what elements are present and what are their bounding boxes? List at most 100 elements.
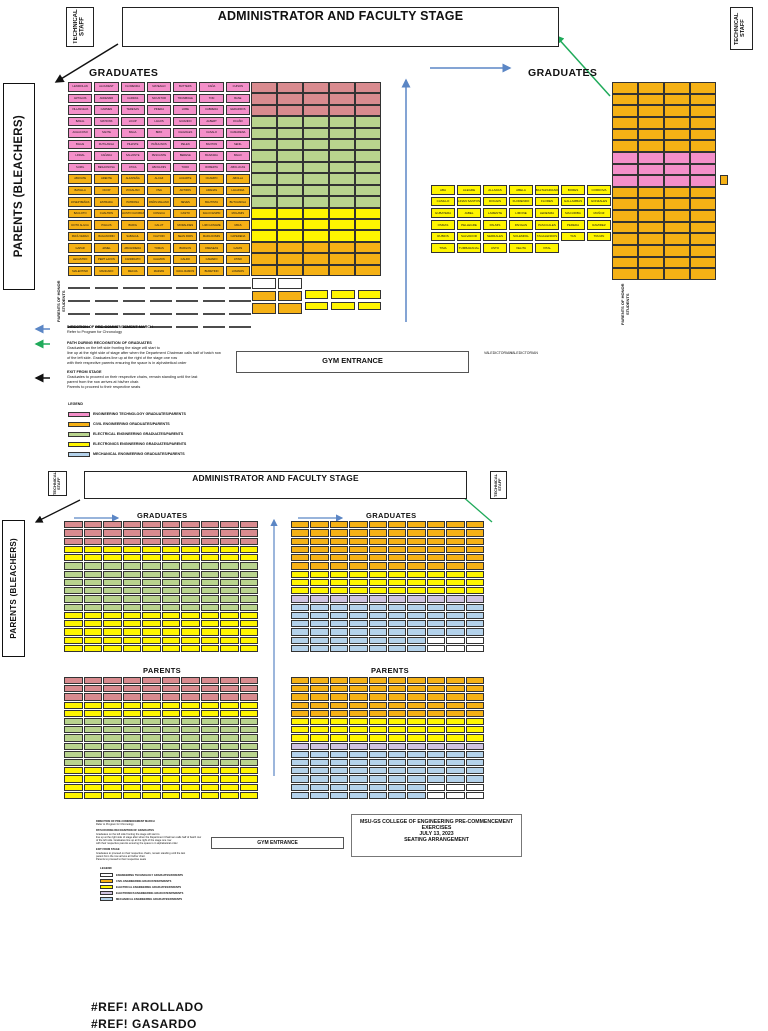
parent-seat	[303, 207, 329, 219]
graduate-seat	[181, 620, 200, 628]
graduate-seat	[638, 116, 664, 129]
parent-seat	[387, 693, 407, 701]
graduate-seat: MATEAGO	[146, 82, 172, 92]
parent-seat	[161, 717, 180, 726]
graduate-seat: USTO	[483, 243, 507, 253]
parent-seat	[446, 677, 465, 685]
graduate-seat	[612, 175, 638, 187]
graduate-seat	[664, 210, 690, 222]
top-left-empty-rows	[68, 287, 251, 328]
graduate-seat	[368, 611, 387, 619]
graduate-seat: MACURIBA	[561, 208, 585, 218]
parent-seat	[200, 701, 219, 709]
graduate-seat: TAN	[561, 231, 585, 242]
bottom-tech-staff-left: TECHNICAL STAFF	[48, 471, 67, 496]
graduate-seat	[329, 611, 349, 619]
parent-seat	[426, 783, 446, 791]
event-info-3: JULY 13, 2023	[419, 831, 454, 837]
parent-seat	[83, 717, 102, 726]
graduate-seat	[83, 537, 102, 545]
parent-seat	[220, 726, 239, 734]
graduate-seat	[161, 628, 180, 636]
parent-seat	[426, 717, 446, 726]
graduate-seat: CUISON	[225, 82, 250, 92]
parent-seat	[355, 184, 381, 197]
graduate-seat	[426, 578, 446, 586]
graduate-seat: LINAN SANTOS	[457, 196, 481, 207]
graduate-seat: ANTIPAS	[173, 185, 198, 196]
graduate-seat	[368, 620, 387, 628]
parent-seat	[310, 726, 329, 734]
graduate-seat	[426, 628, 446, 636]
graduate-seat: RAUL RAMOS	[173, 266, 198, 276]
parent-seat	[277, 82, 303, 94]
parent-seat	[251, 139, 277, 151]
graduate-seat	[690, 163, 716, 176]
graduate-seat	[142, 529, 161, 537]
parent-seat	[407, 693, 426, 701]
parent-seat	[83, 767, 102, 775]
note-blue-head: DIRECTION OF PRE-COMMENCEMENT MARCH	[67, 325, 153, 329]
graduate-seat: PESCANTE	[146, 151, 172, 161]
parent-seat	[220, 758, 239, 767]
graduate-seat: BURETINO	[199, 266, 224, 276]
parent-seat	[329, 93, 355, 105]
bottom-right-parents-grid	[291, 677, 484, 799]
note-green-head: PATH DURING RECOGNITION OF GRADUATES	[67, 341, 152, 345]
graduate-seat	[690, 233, 716, 246]
graduate-seat: ALFAPEÑA	[120, 174, 145, 184]
graduate-seat: LAMENTE	[483, 208, 507, 218]
graduate-seat	[664, 256, 690, 269]
parent-seat	[349, 685, 368, 693]
parent-seat	[329, 230, 355, 242]
graduate-seat	[664, 175, 690, 187]
parent-seat	[291, 734, 310, 742]
graduate-seat: BURGOS	[173, 243, 198, 253]
parent-seat	[103, 775, 122, 783]
parent-seat	[277, 218, 303, 231]
top-valedictorian-1: VALEDICTORIAN	[484, 351, 512, 355]
graduate-seat	[161, 529, 180, 537]
parent-seat	[83, 791, 102, 799]
parent-seat	[277, 253, 303, 265]
graduate-seat: LEDESMA	[535, 208, 559, 218]
parent-seat	[387, 767, 407, 775]
graduate-seat: BAGANORIN	[94, 231, 119, 242]
green-arrow-diagonal	[554, 34, 611, 97]
parent-seat	[251, 253, 277, 265]
graduate-seat: CASALO	[199, 128, 224, 138]
graduate-seat	[142, 562, 161, 570]
graduate-seat	[181, 628, 200, 636]
graduate-seat	[465, 545, 484, 553]
graduate-seat	[690, 93, 716, 106]
honor-parent-seat	[305, 290, 329, 299]
graduate-seat	[349, 545, 368, 553]
top-left-honor-seats-2	[305, 290, 381, 310]
parent-seat	[161, 767, 180, 775]
graduate-seat	[122, 521, 141, 529]
graduate-seat: BUTTERS	[173, 82, 198, 92]
parent-seat	[122, 775, 141, 783]
parent-seat	[303, 184, 329, 197]
graduate-seat: MUÑOZ	[587, 208, 611, 218]
parent-seat	[291, 791, 310, 799]
graduate-seat	[426, 603, 446, 611]
parent-seat	[387, 717, 407, 726]
graduate-seat	[64, 521, 83, 529]
bottom-path-notes: DIRECTION OF PRE-COMMENCEMENT MARCH Refe…	[96, 820, 226, 861]
graduate-seat: TOMAS	[146, 243, 172, 253]
parent-seat	[349, 791, 368, 799]
legend-label: ELECTRONICS ENGINEERING GRADUATES/PARENT…	[116, 891, 184, 895]
parent-seat	[142, 750, 161, 758]
graduate-seat	[200, 611, 219, 619]
graduate-seat	[161, 595, 180, 603]
graduate-seat: NICUSTOR	[146, 93, 172, 104]
parent-seat	[329, 677, 349, 685]
bottom-exit-arrow-diagonal	[34, 499, 81, 523]
legend-swatch	[68, 421, 90, 427]
graduate-seat	[329, 521, 349, 529]
graduate-seat	[465, 562, 484, 570]
graduate-seat	[161, 578, 180, 586]
graduate-seat: TON	[199, 93, 224, 104]
parent-seat	[83, 685, 102, 693]
